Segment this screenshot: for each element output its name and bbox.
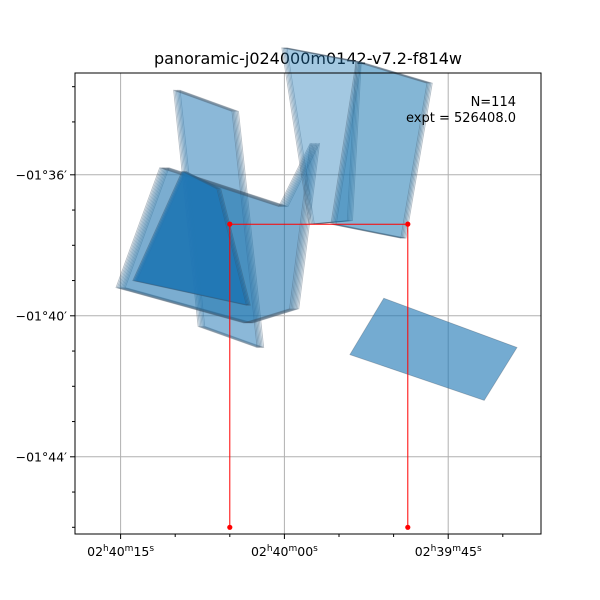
footprint-upper-left-tall-2 [177,89,262,349]
footprint-group-upper-left-tall [173,89,265,349]
footprint-top-right-light-1 [285,47,361,225]
annotation-count: N=114 [471,95,516,110]
footprint-top-right-right-1 [334,61,432,239]
outline-vertex-2 [405,221,411,227]
grid [75,73,541,534]
footprint-left-dark-2 [133,170,249,306]
footprint-upper-left-tall-3 [175,89,261,349]
axis-ticks: 02h40m15s 02h40m00s 02h39m45s −01°36′ −01°40… [16,86,504,559]
outline-line [229,223,409,528]
x-tick-label-0: 02h40m15s [87,544,154,559]
footprint-left-wide-0 [124,142,320,324]
footprints [115,47,518,401]
footprint-group-left-dark [132,170,251,306]
footprint-top-right-light-2 [283,47,360,225]
footprint-left-wide-2 [122,142,318,324]
annotation-exptime: expt = 526408.0 [406,111,516,126]
outline-vertex-0 [227,524,233,530]
footprint-group-left-wide [115,142,320,324]
footprint-left-wide-7 [115,142,311,324]
footprint-left-wide-5 [118,142,314,324]
footprint-top-right-right-4 [330,61,428,239]
footprint-top-right-light-0 [286,47,362,225]
footprint-top-right-light-3 [282,47,358,225]
footprint-group-lower-right [349,297,518,401]
footprint-group-top-right-right [330,61,433,239]
footprint-upper-left-tall-0 [179,89,265,349]
footprint-left-wide-4 [119,142,315,324]
footprint-top-right-light-4 [281,47,357,225]
footprint-left-wide-6 [116,142,313,324]
footprint-top-right-right-2 [333,61,431,239]
footprint-upper-left-tall-1 [178,89,263,349]
footprint-left-dark-3 [132,170,247,306]
footprint-group-top-right-light [281,47,362,225]
footprint-top-right-right-3 [331,61,429,239]
outline-polyline [227,221,411,530]
y-tick-label-0: −01°36′ [16,167,68,182]
footprint-left-dark-1 [134,170,250,306]
x-tick-label-2: 02h39m45s [415,544,482,559]
footprint-lower-right-0 [349,297,518,401]
footprint-upper-left-tall-4 [174,89,259,349]
annotation: N=114 expt = 526408.0 [406,95,516,126]
chart-title: panoramic-j024000m0142-v7.2-f814w [154,49,462,68]
x-tick-label-1: 02h40m00s [251,544,318,559]
footprint-upper-left-tall-5 [173,89,258,349]
axes-frame [74,72,542,535]
y-tick-label-1: −01°40′ [16,308,68,323]
footprint-left-dark-0 [136,170,251,306]
outline-vertex-3 [405,524,411,530]
footprint-left-wide-3 [120,142,316,324]
y-tick-label-2: −01°44′ [16,449,68,464]
outline-vertex-1 [227,221,233,227]
footprint-top-right-right-0 [335,61,433,239]
footprint-left-wide-1 [123,142,319,324]
